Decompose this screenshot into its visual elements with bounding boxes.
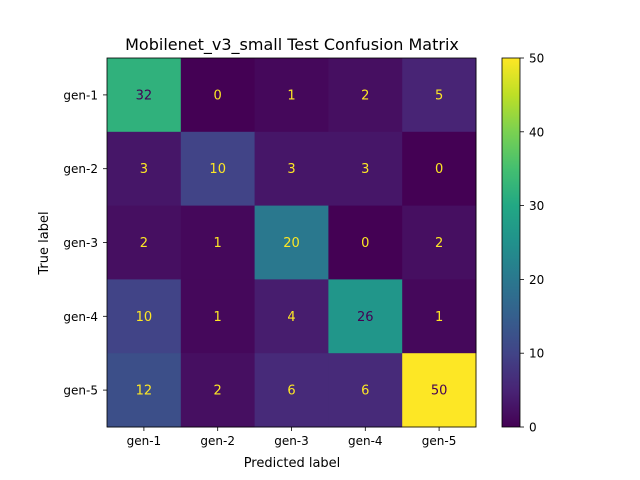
heatmap-cell [402,205,477,280]
cell-value-label: 12 [136,384,153,399]
heatmap-cell [180,205,256,280]
heatmap-cell [402,279,477,354]
x-tick-label: gen-1 [127,434,162,448]
heatmap-cell [402,353,477,428]
cell-value-label: 32 [136,88,153,103]
cell-value-label: 3 [287,162,295,177]
cell-value-label: 2 [435,236,443,251]
cell-value-label: 2 [214,384,222,399]
x-tick-label: gen-3 [274,434,309,448]
x-tick-label: gen-5 [422,434,457,448]
colorbar: 0 10 20 30 40 50 [501,52,544,435]
x-tick-label: gen-4 [348,434,383,448]
colorbar-tick-label: 10 [529,347,544,361]
chart-title: Mobilenet_v3_small Test Confusion Matrix [125,35,459,55]
heatmap-cell [254,279,329,354]
colorbar-gradient [501,57,521,428]
cell-value-label: 5 [435,88,443,103]
heatmap-cell [107,279,182,354]
colorbar-tick-label: 20 [529,273,544,287]
y-tick-label: gen-5 [63,384,98,398]
cell-value-label: 26 [357,310,374,325]
heatmap-cell [107,58,182,133]
x-tick-label: gen-2 [200,434,235,448]
heatmap-cell [107,131,182,207]
heatmap-cell [254,353,329,428]
heatmap-cell [180,131,256,207]
y-tick-label: gen-4 [63,310,98,324]
cell-value-label: 10 [209,162,226,177]
heatmap-cell [328,279,403,354]
y-tick-label: gen-2 [63,162,98,176]
cell-value-label: 1 [287,88,295,103]
heatmap-cell [107,353,182,428]
cell-value-label: 1 [435,310,443,325]
heatmap-cell [328,131,403,207]
heatmap-cell [328,205,403,280]
heatmap-cell [254,205,329,280]
colorbar-tick-label: 40 [529,125,544,139]
cell-value-label: 0 [435,162,443,177]
heatmap-cell [107,205,182,280]
heatmap-cell [328,58,403,133]
heatmap-cell [254,58,329,133]
cell-value-label: 0 [361,236,369,251]
cell-value-label: 2 [140,236,148,251]
cell-value-label: 20 [283,236,300,251]
cell-value-label: 4 [287,310,295,325]
cell-value-label: 6 [361,384,369,399]
y-tick-label: gen-1 [63,88,98,102]
heatmap-cell [180,58,256,133]
cell-value-label: 0 [214,88,222,103]
y-axis-label: True label [37,211,52,275]
heatmap-cell [402,58,477,133]
cell-value-label: 3 [361,162,369,177]
cell-value-label: 1 [214,236,222,251]
heatmap-cells: 32 0 1 2 53 10 3 3 02 1 20 0 210 1 4 26 112 2 6 6 50 [106,57,477,428]
heatmap-cell [180,279,256,354]
y-tick-label: gen-3 [63,236,98,250]
heatmap-cell [254,131,329,207]
colorbar-tick-label: 30 [529,199,544,213]
cell-value-label: 50 [431,384,448,399]
cell-value-label: 6 [287,384,295,399]
colorbar-tick-label: 50 [529,52,544,66]
colorbar-tick-label: 0 [529,421,537,435]
cell-value-label: 1 [214,310,222,325]
cell-value-label: 10 [136,310,153,325]
heatmap-cell [402,131,477,207]
y-axis-ticks: gen-1 gen-2 gen-3 gen-4 gen-5 [63,88,107,398]
x-axis-label: Predicted label [244,456,341,471]
cell-value-label: 2 [361,88,369,103]
heatmap-cell [328,353,403,428]
cell-value-label: 3 [140,162,148,177]
heatmap-cell [180,353,256,428]
x-axis-ticks: gen-1 gen-2 gen-3 gen-4 gen-5 [127,427,457,448]
